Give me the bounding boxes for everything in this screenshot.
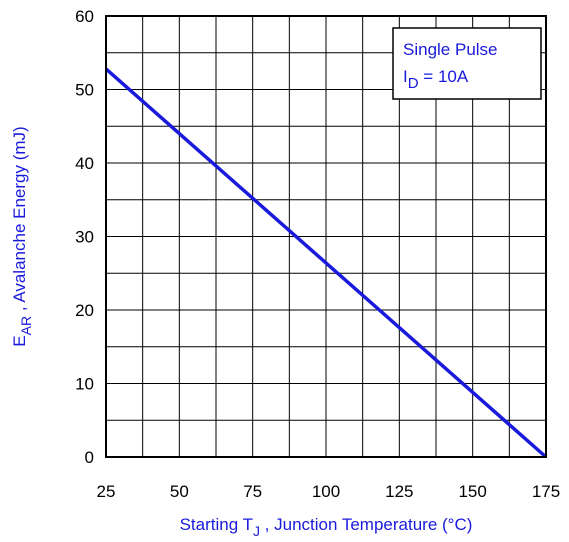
- legend-line-2: ID = 10A: [403, 67, 469, 92]
- x-tick-labels: 25 50 75 100 125 150 175: [97, 482, 561, 501]
- x-label-suffix: , Junction Temperature (°C): [260, 515, 472, 534]
- series-line: [104, 67, 548, 459]
- legend-id-prefix: I: [403, 67, 408, 86]
- x-tick-label: 50: [170, 482, 189, 501]
- legend-line-1: Single Pulse: [403, 40, 498, 59]
- x-label-subscript: J: [253, 523, 260, 539]
- x-axis-label: Starting TJ , Junction Temperature (°C): [180, 515, 473, 539]
- y-tick-label: 10: [75, 375, 94, 394]
- x-tick-label: 75: [243, 482, 262, 501]
- y-tick-labels: 0 10 20 30 40 50 60: [75, 7, 94, 467]
- plot-frame: [105, 15, 547, 458]
- x-tick-label: 25: [97, 482, 116, 501]
- series-layer: [104, 67, 548, 459]
- y-axis-label: EAR , Avalanche Energy (mJ): [10, 126, 34, 346]
- legend-frame: [392, 27, 542, 100]
- y-label-suffix: , Avalanche Energy (mJ): [10, 126, 29, 316]
- legend-id-subscript: D: [408, 75, 419, 92]
- legend-box: Single Pulse ID = 10A: [392, 27, 542, 100]
- x-tick-label: 175: [532, 482, 560, 501]
- x-tick-label: 150: [458, 482, 486, 501]
- x-label-prefix: Starting T: [180, 515, 253, 534]
- y-tick-label: 0: [85, 448, 94, 467]
- legend-id-suffix: = 10A: [419, 67, 469, 86]
- y-tick-label: 20: [75, 301, 94, 320]
- x-tick-label: 100: [312, 482, 340, 501]
- x-tick-label: 125: [385, 482, 413, 501]
- y-label-prefix: E: [10, 335, 29, 346]
- y-label-subscript: AR: [18, 316, 34, 335]
- y-tick-label: 40: [75, 154, 94, 173]
- y-tick-label: 30: [75, 228, 94, 247]
- y-tick-label: 50: [75, 81, 94, 100]
- y-tick-label: 60: [75, 7, 94, 26]
